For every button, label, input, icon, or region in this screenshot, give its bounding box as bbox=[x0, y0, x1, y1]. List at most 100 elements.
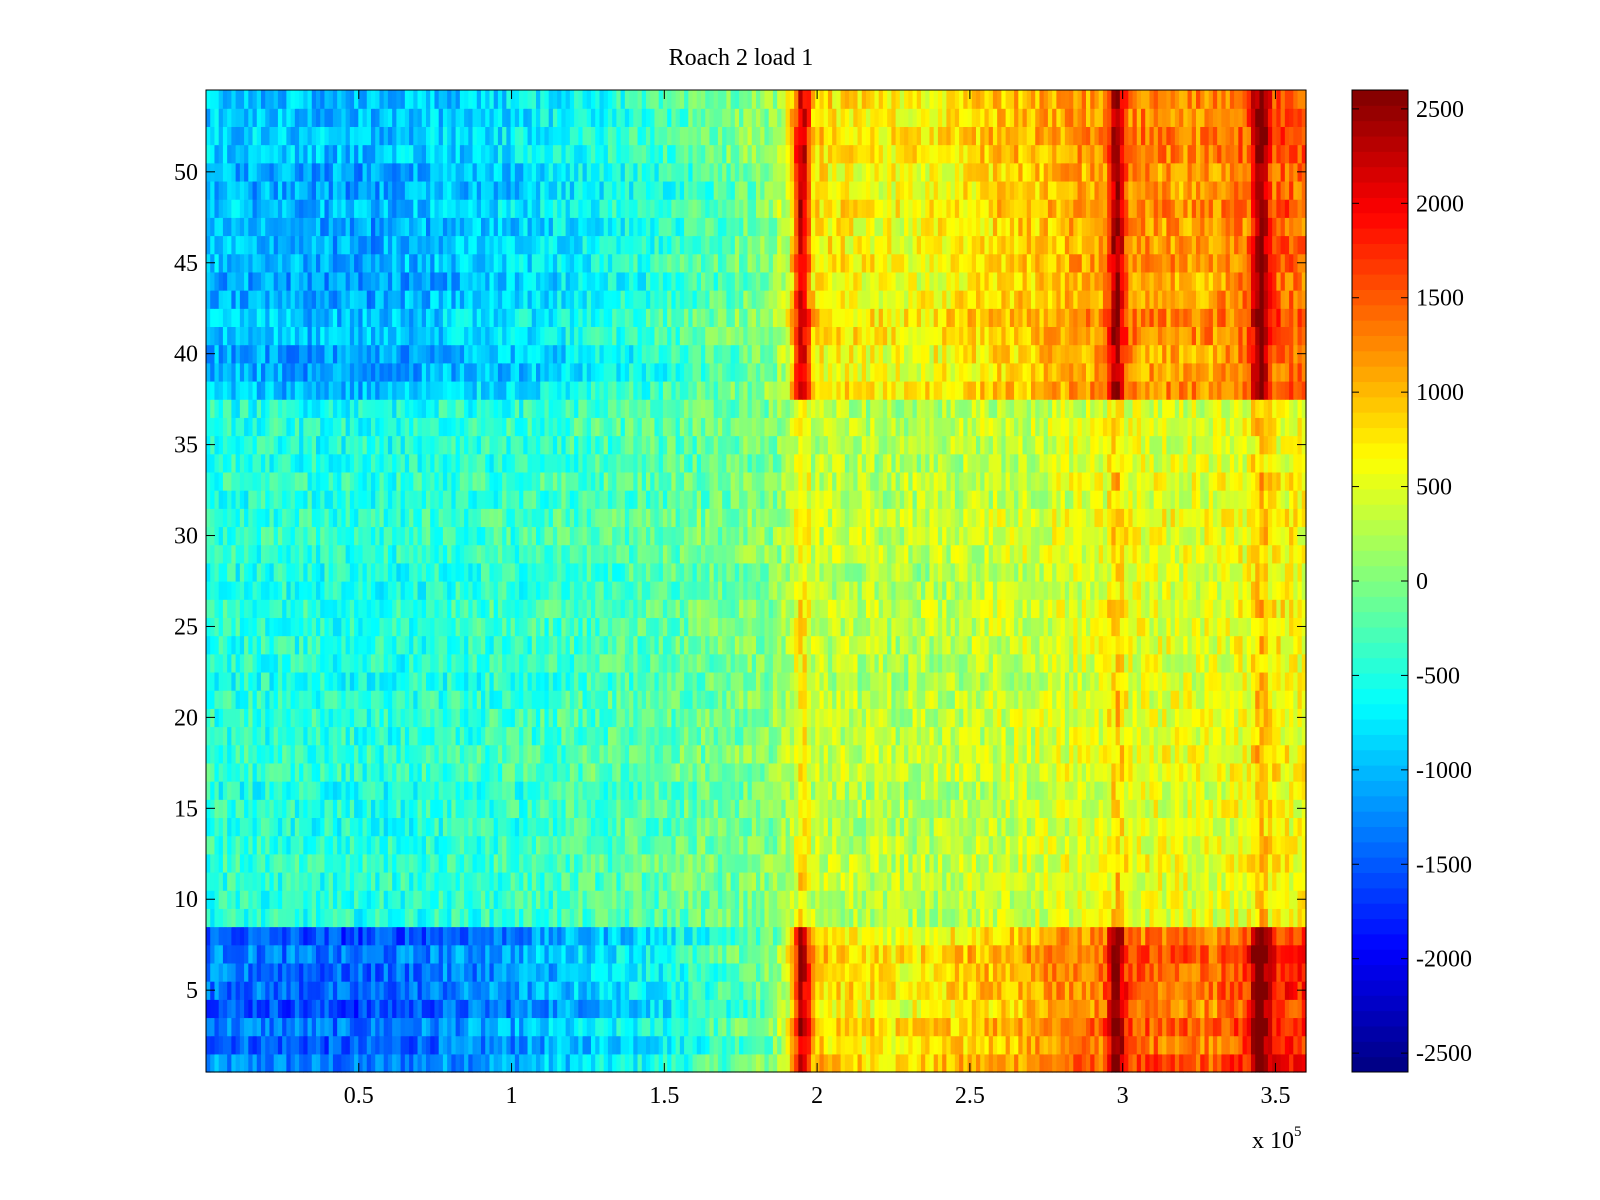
heatmap-cell bbox=[316, 744, 321, 764]
heatmap-cell bbox=[967, 999, 973, 1019]
heatmap-cell bbox=[527, 871, 533, 891]
heatmap-cell bbox=[705, 944, 711, 964]
heatmap-cell bbox=[332, 799, 338, 819]
heatmap-cell bbox=[1018, 853, 1024, 873]
heatmap-cell bbox=[1031, 781, 1036, 800]
heatmap-cell bbox=[1157, 744, 1163, 764]
heatmap-cell bbox=[1047, 890, 1053, 909]
heatmap-cell bbox=[1208, 835, 1214, 855]
heatmap-cell bbox=[536, 962, 541, 982]
heatmap-cell bbox=[430, 762, 436, 782]
heatmap-cell bbox=[256, 781, 262, 800]
heatmap-cell bbox=[434, 835, 440, 855]
heatmap-cell bbox=[629, 744, 634, 764]
heatmap-cell bbox=[692, 944, 698, 964]
heatmap-cell bbox=[1047, 799, 1053, 819]
heatmap-cell bbox=[591, 1017, 596, 1037]
heatmap-cell bbox=[218, 853, 224, 873]
heatmap-cell bbox=[671, 962, 677, 982]
heatmap-cell bbox=[540, 835, 546, 855]
heatmap-cell bbox=[303, 1053, 309, 1073]
heatmap-cell bbox=[882, 1035, 888, 1055]
heatmap-cell bbox=[316, 1035, 321, 1055]
heatmap-cell bbox=[1157, 944, 1163, 964]
heatmap-cell bbox=[1035, 781, 1041, 800]
heatmap-cell bbox=[887, 962, 892, 982]
heatmap-cell bbox=[1128, 744, 1134, 764]
heatmap-cell bbox=[1043, 781, 1049, 800]
heatmap-cell bbox=[1153, 1017, 1159, 1037]
heatmap-cell bbox=[387, 1053, 393, 1073]
heatmap-cell bbox=[1039, 1053, 1045, 1073]
heatmap-cell bbox=[696, 799, 702, 819]
heatmap-cell bbox=[891, 781, 897, 800]
heatmap-cell bbox=[1098, 1035, 1104, 1055]
heatmap-cell bbox=[785, 962, 791, 982]
heatmap-cell bbox=[641, 817, 647, 837]
heatmap-cell bbox=[827, 944, 833, 964]
heatmap-cell bbox=[489, 799, 495, 819]
heatmap-cell bbox=[1170, 726, 1176, 746]
heatmap-cell bbox=[1035, 1017, 1041, 1037]
heatmap-cell bbox=[468, 999, 474, 1019]
heatmap-cell bbox=[819, 926, 825, 946]
heatmap-cell bbox=[434, 726, 440, 746]
heatmap-cell bbox=[1170, 926, 1176, 946]
heatmap-cell bbox=[349, 817, 355, 837]
heatmap-cell bbox=[667, 890, 672, 909]
heatmap-cell bbox=[1157, 926, 1163, 946]
heatmap-cell bbox=[1187, 962, 1193, 982]
heatmap-cell bbox=[1187, 999, 1193, 1019]
heatmap-cell bbox=[1039, 908, 1045, 928]
heatmap-cell bbox=[675, 853, 681, 873]
heatmap-cell bbox=[565, 744, 571, 764]
heatmap-cell bbox=[887, 1035, 892, 1055]
heatmap-cell bbox=[358, 962, 364, 982]
heatmap-cell bbox=[1039, 981, 1045, 1000]
heatmap-cell bbox=[709, 853, 715, 873]
heatmap-cell bbox=[967, 926, 973, 946]
heatmap-cell bbox=[1196, 853, 1201, 873]
heatmap-cell bbox=[404, 908, 410, 928]
heatmap-cell bbox=[971, 781, 977, 800]
heatmap-cell bbox=[332, 726, 338, 746]
heatmap-cell bbox=[320, 981, 326, 1000]
heatmap-cell bbox=[954, 908, 960, 928]
heatmap-cell bbox=[806, 962, 812, 982]
heatmap-cell bbox=[751, 781, 757, 800]
heatmap-cell bbox=[273, 853, 279, 873]
heatmap-cell bbox=[1263, 817, 1269, 837]
heatmap-cell bbox=[222, 1053, 228, 1073]
heatmap-cell bbox=[1200, 817, 1206, 837]
heatmap-cell bbox=[937, 1017, 943, 1037]
heatmap-row bbox=[206, 890, 1307, 909]
heatmap-cell bbox=[459, 853, 465, 873]
heatmap-cell bbox=[1242, 744, 1248, 764]
heatmap-cell bbox=[447, 944, 452, 964]
heatmap-cell bbox=[1026, 871, 1032, 891]
heatmap-cell bbox=[485, 853, 491, 873]
heatmap-cell bbox=[603, 799, 609, 819]
heatmap-cell bbox=[1174, 944, 1180, 964]
heatmap-cell bbox=[265, 1053, 271, 1073]
heatmap-cell bbox=[574, 835, 579, 855]
heatmap-cell bbox=[514, 726, 520, 746]
heatmap-cell bbox=[751, 890, 757, 909]
heatmap-cell bbox=[307, 871, 313, 891]
heatmap-cell bbox=[756, 835, 761, 855]
heatmap-cell bbox=[688, 1053, 694, 1073]
heatmap-cell bbox=[506, 999, 512, 1019]
heatmap-cell bbox=[227, 1017, 232, 1037]
heatmap-cell bbox=[1069, 781, 1074, 800]
heatmap-cell bbox=[523, 726, 529, 746]
heatmap-cell bbox=[485, 981, 491, 1000]
heatmap-cell bbox=[1204, 853, 1210, 873]
heatmap-cell bbox=[527, 799, 533, 819]
heatmap-cell bbox=[273, 908, 279, 928]
heatmap-cell bbox=[1170, 1017, 1176, 1037]
heatmap-cell bbox=[921, 981, 926, 1000]
heatmap-cell bbox=[383, 744, 389, 764]
heatmap-cell bbox=[235, 744, 241, 764]
heatmap-cell bbox=[239, 799, 245, 819]
heatmap-row bbox=[206, 944, 1307, 964]
